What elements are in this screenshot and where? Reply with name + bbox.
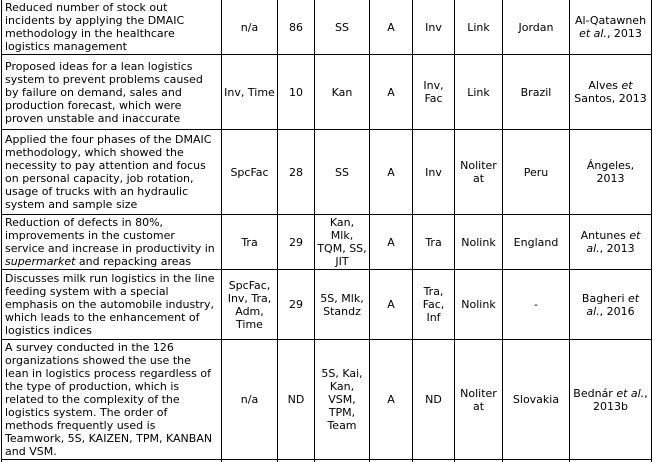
approach-cell: A: [369, 269, 413, 340]
methods-cell: 5S, Mlk, Standz: [314, 269, 370, 340]
area-cell: Inv: [412, 0, 455, 55]
area-cell: ND: [412, 339, 455, 460]
reference-et-al: et al.: [579, 27, 607, 40]
description-text: A survey conducted in the 126 organizati…: [5, 341, 213, 458]
reference-cell: Ángeles, 2013: [569, 129, 652, 215]
reference-cell: Alves et Santos, 2013: [569, 54, 652, 130]
reference-text: Al-Qatawneh: [574, 14, 647, 27]
wastes-cell: Inv, Time: [221, 54, 278, 130]
wastes-cell: Tra: [221, 214, 278, 270]
reference-cell: Antunes et al., 2013: [569, 214, 652, 270]
reference-et-al: et al.: [616, 386, 645, 400]
reference-year: , 2013: [599, 242, 635, 255]
country-cell: Brazil: [502, 54, 570, 130]
methods-cell: SS: [314, 129, 370, 215]
link-cell: Noliterat: [454, 129, 503, 215]
methods-cell: 5S, Kai, Kan, VSM, TPM, Team: [314, 339, 370, 460]
country-cell: England: [502, 214, 570, 270]
link-cell: Link: [454, 54, 503, 130]
wastes-cell: n/a: [221, 0, 278, 55]
table-row: Proposed ideas for a lean logistics syst…: [1, 54, 652, 130]
country-cell: -: [502, 269, 570, 340]
reference-cell: Bagheri et al., 2016: [569, 269, 652, 340]
link-cell: Noliterat: [454, 339, 503, 460]
reference-cell: Al-Qatawneh et al., 2013: [569, 0, 652, 55]
reference-cell: [569, 459, 652, 462]
description-text: Proposed ideas for a lean logistics syst…: [5, 59, 203, 125]
area-cell: Tra, Fac, Inf: [412, 269, 455, 340]
area-cell: Inv: [412, 129, 455, 215]
reference-et-al: et al.: [586, 229, 641, 255]
country-cell: Slovakia: [502, 339, 570, 460]
count-cell: 29: [277, 214, 315, 270]
wastes-cell: SpcFac: [221, 129, 278, 215]
table-row: Reduction of defects in 80%, improvement…: [1, 214, 652, 270]
wastes-cell: SpcFac, Inv, Tra, Adm, Time: [221, 269, 278, 340]
description-text: Discusses milk run logistics in the line…: [5, 272, 215, 337]
description-text-end: and repacking areas: [75, 255, 192, 268]
reference-year: Santos, 2013: [574, 92, 647, 105]
description-italic-text: supermarket: [5, 255, 76, 268]
description-cell: Reduction of defects in 80%, improvement…: [1, 214, 222, 270]
reference-et: et: [621, 79, 633, 92]
reference-text: Antunes: [580, 229, 630, 242]
description-cell: Proposed ideas for a lean logistics syst…: [1, 54, 222, 130]
reference-year: , 2013b: [593, 386, 648, 413]
description-cell: A survey conducted in the 126 organizati…: [1, 339, 222, 460]
area-cell: Tra: [412, 214, 455, 270]
description-text: Applied the four phases of the DMAIC met…: [5, 133, 212, 211]
methods-cell: Kan, Mlk, TQM, SS, JIT: [314, 214, 370, 270]
country-cell: Peru: [502, 129, 570, 215]
methods-cell: SS: [314, 0, 370, 55]
count-cell: 86: [277, 0, 315, 55]
count-cell: ND: [277, 339, 315, 460]
reference-year: , 2016: [599, 304, 635, 318]
reference-cell: Bednár et al., 2013b: [569, 339, 652, 460]
table-row-cutoff: [1, 459, 652, 462]
approach-cell: A: [369, 0, 413, 55]
reference-et-al: et al.: [586, 291, 640, 318]
count-cell: 28: [277, 129, 315, 215]
reference-text: Bednár: [573, 386, 617, 400]
wastes-cell: n/a: [221, 339, 278, 460]
count-cell: 29: [277, 269, 315, 340]
approach-cell: A: [369, 214, 413, 270]
link-cell: Nolink: [454, 214, 503, 270]
reference-text: Ángeles, 2013: [586, 159, 635, 185]
table-row: Discusses milk run logistics in the line…: [1, 269, 652, 340]
reference-text: Bagheri: [581, 291, 628, 305]
area-cell: Inv, Fac: [412, 54, 455, 130]
reference-year: , 2013: [606, 27, 642, 40]
approach-cell: A: [369, 339, 413, 460]
link-cell: Nolink: [454, 269, 503, 340]
count-cell: 10: [277, 54, 315, 130]
table-row: Applied the four phases of the DMAIC met…: [1, 129, 652, 215]
table-row: A survey conducted in the 126 organizati…: [1, 339, 652, 460]
description-cell: Reduced number of stock out incidents by…: [1, 0, 222, 55]
description-text: Reduced number of stock out incidents by…: [5, 1, 185, 53]
link-cell: Link: [454, 0, 503, 55]
table-row: Reduced number of stock out incidents by…: [1, 0, 652, 55]
methods-cell: Kan: [314, 54, 370, 130]
description-text: Reduction of defects in 80%, improvement…: [5, 216, 215, 255]
approach-cell: A: [369, 129, 413, 215]
description-cell: Applied the four phases of the DMAIC met…: [1, 129, 222, 215]
description-cell: Discusses milk run logistics in the line…: [1, 269, 222, 340]
approach-cell: A: [369, 54, 413, 130]
reference-text: Alves: [588, 79, 622, 92]
country-cell: Jordan: [502, 0, 570, 55]
